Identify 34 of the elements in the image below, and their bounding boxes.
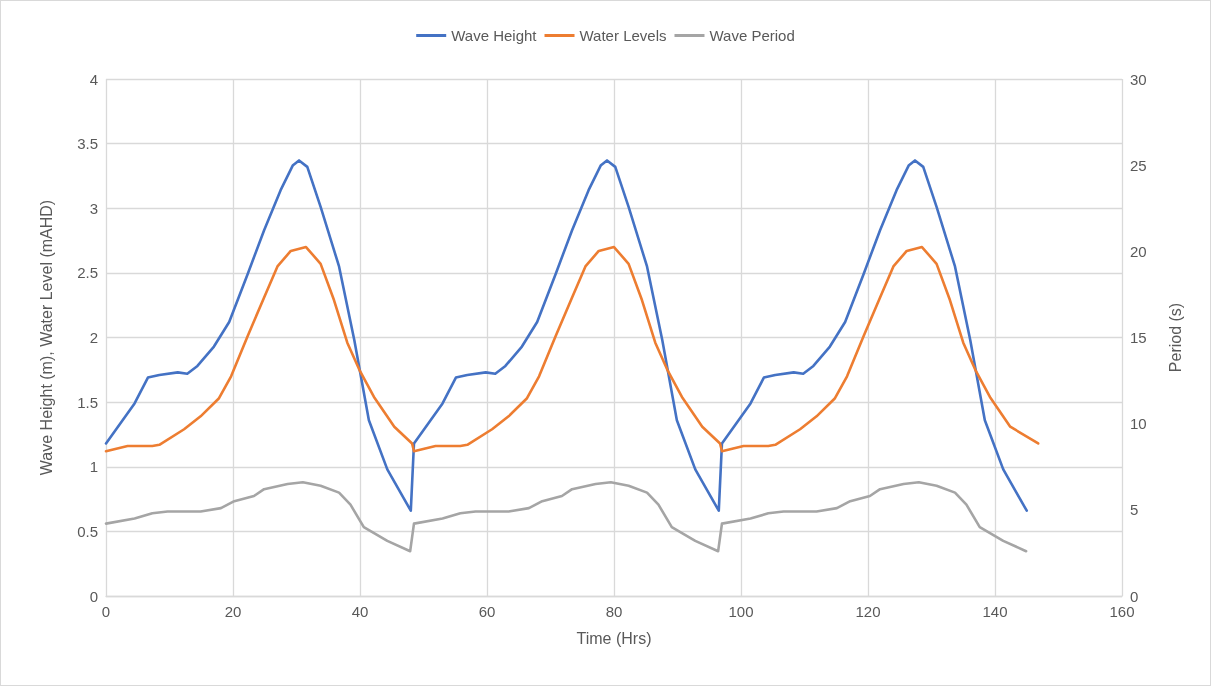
x-tick-label: 0	[101, 603, 111, 620]
y-tick-label: 0.5	[77, 522, 98, 540]
legend-label: Wave Height	[451, 27, 538, 44]
x-tick-label: 20	[224, 603, 242, 620]
legend-label: Wave Period	[709, 27, 795, 44]
y2-tick-label: 20	[1130, 242, 1147, 260]
y-tick-label: 1.5	[77, 393, 98, 411]
y2-tick-label: 15	[1130, 329, 1147, 346]
x-tick-label: 100	[728, 603, 754, 620]
y-tick-label: 3	[89, 199, 98, 217]
x-tick-label: 120	[855, 603, 881, 620]
x-tick-label: 140	[982, 603, 1008, 620]
y2-tick-label: 10	[1130, 415, 1147, 433]
x-tick-label: 80	[605, 603, 623, 620]
line-series	[104, 159, 1029, 512]
line-series	[104, 480, 1028, 553]
y-tick-label: 2	[89, 329, 98, 346]
y-tick-label: 3.5	[77, 135, 98, 153]
x-tick-label: 60	[478, 603, 496, 620]
x-tick-label: 40	[351, 603, 369, 620]
y-tick-label: 1	[89, 458, 98, 476]
x-tick-label: 160	[1109, 603, 1135, 620]
y2-tick-label: 25	[1130, 156, 1147, 174]
y2-tick-label: 0	[1130, 587, 1139, 605]
x-axis-title: Time (Hrs)	[576, 629, 652, 647]
y2-axis-title: Period (s)	[1166, 302, 1184, 373]
y-axis-title: Wave Height (m), Water Level (mAHD)	[37, 199, 55, 476]
y-tick-label: 4	[89, 70, 98, 88]
y2-tick-label: 5	[1130, 501, 1139, 519]
y-tick-label: 0	[89, 587, 98, 605]
line-series	[104, 245, 1040, 453]
y2-tick-label: 30	[1130, 70, 1147, 88]
legend-label: Water Levels	[579, 27, 667, 44]
y-tick-label: 2.5	[77, 264, 98, 282]
